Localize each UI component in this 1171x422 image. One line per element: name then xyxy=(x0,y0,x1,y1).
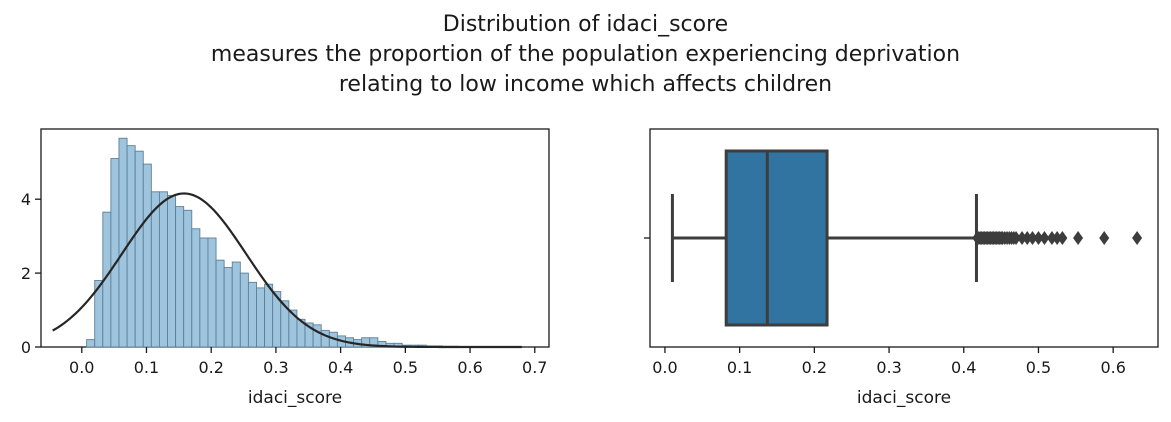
histogram-bar xyxy=(231,261,241,348)
boxplot-x-tick-label: 0.5 xyxy=(1026,358,1051,377)
histogram-bar xyxy=(256,287,266,348)
histogram-bar xyxy=(142,163,152,348)
boxplot-outlier xyxy=(1039,231,1050,245)
histogram-bar xyxy=(110,158,120,348)
title-line-1: Distribution of idaci_score xyxy=(442,12,729,37)
histogram-bar xyxy=(150,191,160,348)
boxplot-shapes xyxy=(670,149,978,327)
histogram-x-tick-label: 0.5 xyxy=(393,358,418,377)
boxplot-outlier xyxy=(1022,231,1033,245)
boxplot-outlier xyxy=(1057,231,1068,245)
boxplot-outlier xyxy=(1017,231,1028,245)
histogram-bar xyxy=(118,137,128,348)
histogram-bar xyxy=(175,206,185,348)
histogram-bar xyxy=(199,237,209,348)
histogram-bar xyxy=(126,145,136,348)
boxplot-outlier xyxy=(1011,231,1022,245)
histogram-y-tick-label: 2 xyxy=(21,264,31,283)
histogram-bar xyxy=(86,339,96,348)
boxplot-outliers xyxy=(972,231,1143,245)
histogram-x-ticks: 0.0 0.1 0.2 0.3 0.4 0.5 0.6 0.7 xyxy=(69,347,547,377)
boxplot-panel: 0.0 0.1 0.2 0.3 0.4 0.5 0.6 idaci_score xyxy=(644,128,1159,408)
histogram-bar xyxy=(247,281,257,348)
histogram-panel: 0.0 0.1 0.2 0.3 0.4 0.5 0.6 0.7 0 2 4 idaci_score xyxy=(21,128,550,408)
histogram-bar xyxy=(239,272,249,348)
boxplot-x-ticks: 0.0 0.1 0.2 0.3 0.4 0.5 0.6 xyxy=(652,347,1126,377)
histogram-bar xyxy=(183,209,193,348)
boxplot-outlier xyxy=(1132,231,1143,245)
histogram-bars xyxy=(86,137,460,348)
boxplot-outlier xyxy=(1073,231,1084,245)
histogram-bar xyxy=(167,195,177,348)
histogram-bar xyxy=(158,191,168,348)
histogram-x-tick-label: 0.2 xyxy=(198,358,223,377)
histogram-x-tick-label: 0.4 xyxy=(328,358,353,377)
histogram-x-tick-label: 0.3 xyxy=(263,358,288,377)
histogram-bar xyxy=(215,259,225,348)
title-line-2: measures the proportion of the populatio… xyxy=(210,42,961,67)
histogram-x-tick-label: 0.7 xyxy=(522,358,547,377)
normal-fit-curve xyxy=(52,192,522,349)
histogram-y-tick-label: 0 xyxy=(21,338,31,357)
histogram-bar xyxy=(320,329,330,348)
boxplot-x-tick-label: 0.6 xyxy=(1100,358,1125,377)
histogram-bar xyxy=(264,283,274,348)
boxplot-x-axis-label: idaci_score xyxy=(857,388,951,408)
title-line-3: relating to low income which affects chi… xyxy=(338,72,833,97)
histogram-x-tick-label: 0.0 xyxy=(69,358,94,377)
figure-title: Distribution of idaci_score measures the… xyxy=(0,10,1171,100)
histogram-y-tick-label: 4 xyxy=(21,190,31,209)
boxplot-outlier xyxy=(1033,231,1044,245)
histogram-bar xyxy=(312,324,322,348)
histogram-bar xyxy=(223,267,233,348)
boxplot-x-tick-label: 0.1 xyxy=(727,358,752,377)
boxplot-box xyxy=(724,149,829,327)
boxplot-x-tick-label: 0.0 xyxy=(652,358,677,377)
boxplot-x-tick-label: 0.4 xyxy=(951,358,976,377)
histogram-bar xyxy=(191,228,201,348)
boxplot-outlier xyxy=(1099,231,1110,245)
boxplot-x-tick-label: 0.2 xyxy=(802,358,827,377)
histogram-x-axis-label: idaci_score xyxy=(248,388,342,408)
boxplot-outlier xyxy=(1027,231,1038,245)
boxplot-x-tick-label: 0.3 xyxy=(876,358,901,377)
boxplot-outlier xyxy=(1052,231,1063,245)
boxplot-outlier xyxy=(1046,231,1057,245)
histogram-x-tick-label: 0.6 xyxy=(457,358,482,377)
histogram-y-ticks: 0 2 4 xyxy=(21,190,41,357)
histogram-x-tick-label: 0.1 xyxy=(134,358,159,377)
histogram-bar xyxy=(134,150,144,348)
histogram-bar xyxy=(207,237,217,348)
